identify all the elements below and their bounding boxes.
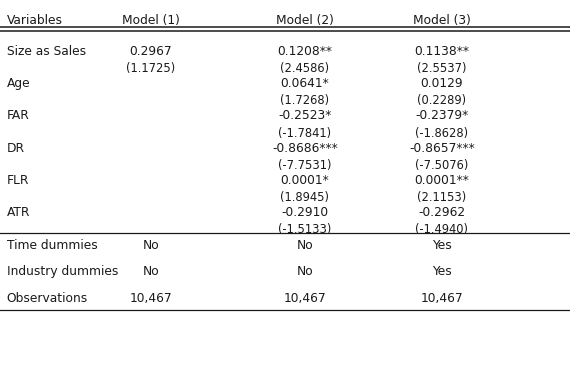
Text: -0.2962: -0.2962 bbox=[418, 206, 465, 219]
Text: (-7.7531): (-7.7531) bbox=[278, 159, 332, 172]
Text: (2.1153): (2.1153) bbox=[417, 191, 466, 204]
Text: Yes: Yes bbox=[432, 239, 451, 252]
Text: 0.0001*: 0.0001* bbox=[280, 174, 329, 187]
Text: (-7.5076): (-7.5076) bbox=[415, 159, 469, 172]
Text: Variables: Variables bbox=[7, 14, 63, 27]
Text: No: No bbox=[142, 239, 160, 252]
Text: -0.2910: -0.2910 bbox=[282, 206, 328, 219]
Text: Industry dummies: Industry dummies bbox=[7, 265, 118, 278]
Text: 0.1138**: 0.1138** bbox=[414, 45, 469, 58]
Text: Observations: Observations bbox=[7, 292, 88, 305]
Text: (-1.5133): (-1.5133) bbox=[278, 223, 332, 236]
Text: (-1.4940): (-1.4940) bbox=[416, 223, 468, 236]
Text: (1.1725): (1.1725) bbox=[127, 62, 176, 75]
Text: 0.1208**: 0.1208** bbox=[278, 45, 332, 58]
Text: -0.2523*: -0.2523* bbox=[278, 109, 332, 122]
Text: Age: Age bbox=[7, 77, 30, 90]
Text: Time dummies: Time dummies bbox=[7, 239, 97, 252]
Text: (1.7268): (1.7268) bbox=[280, 94, 329, 107]
Text: -0.2379*: -0.2379* bbox=[415, 109, 469, 122]
Text: 0.2967: 0.2967 bbox=[130, 45, 172, 58]
Text: 0.0641*: 0.0641* bbox=[280, 77, 329, 90]
Text: (1.8945): (1.8945) bbox=[280, 191, 329, 204]
Text: ATR: ATR bbox=[7, 206, 30, 219]
Text: FLR: FLR bbox=[7, 174, 29, 187]
Text: 10,467: 10,467 bbox=[421, 292, 463, 305]
Text: 10,467: 10,467 bbox=[130, 292, 172, 305]
Text: No: No bbox=[296, 239, 314, 252]
Text: (0.2289): (0.2289) bbox=[417, 94, 466, 107]
Text: (-1.8628): (-1.8628) bbox=[415, 127, 469, 140]
Text: -0.8657***: -0.8657*** bbox=[409, 142, 475, 154]
Text: (-1.7841): (-1.7841) bbox=[278, 127, 332, 140]
Text: Model (2): Model (2) bbox=[276, 14, 334, 27]
Text: (2.4586): (2.4586) bbox=[280, 62, 329, 75]
Text: 0.0001**: 0.0001** bbox=[414, 174, 469, 187]
Text: Yes: Yes bbox=[432, 265, 451, 278]
Text: (2.5537): (2.5537) bbox=[417, 62, 466, 75]
Text: No: No bbox=[296, 265, 314, 278]
Text: No: No bbox=[142, 265, 160, 278]
Text: DR: DR bbox=[7, 142, 25, 154]
Text: 10,467: 10,467 bbox=[284, 292, 326, 305]
Text: 0.0129: 0.0129 bbox=[421, 77, 463, 90]
Text: Size as Sales: Size as Sales bbox=[7, 45, 86, 58]
Text: Model (3): Model (3) bbox=[413, 14, 471, 27]
Text: Model (1): Model (1) bbox=[122, 14, 180, 27]
Text: -0.8686***: -0.8686*** bbox=[272, 142, 338, 154]
Text: FAR: FAR bbox=[7, 109, 30, 122]
